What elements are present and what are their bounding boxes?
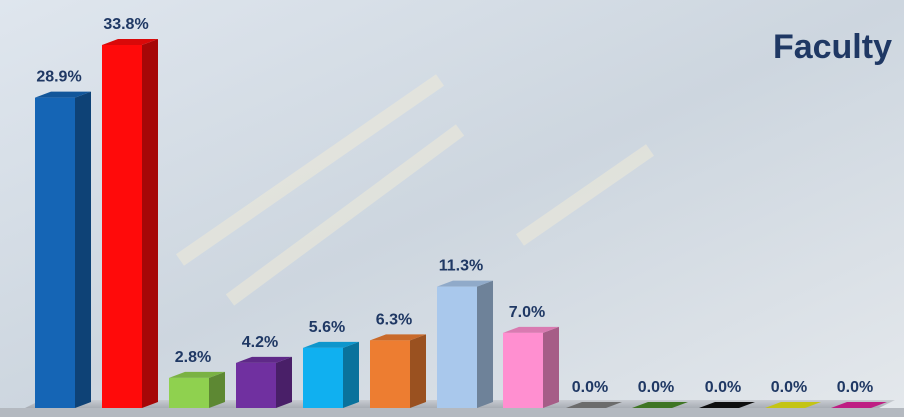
bar-side (142, 39, 158, 408)
bar-top (632, 402, 688, 408)
value-label: 6.3% (376, 311, 412, 328)
bar-top (437, 280, 493, 287)
bar-top (370, 334, 426, 341)
bar (303, 347, 343, 408)
bar-top (699, 402, 755, 408)
value-label: 33.8% (103, 16, 148, 33)
value-label: 0.0% (572, 379, 608, 396)
value-label: 0.0% (705, 379, 741, 396)
value-label: 4.2% (242, 334, 278, 351)
bar (370, 340, 410, 408)
value-label: 0.0% (771, 379, 807, 396)
chart-title: Faculty (773, 28, 892, 66)
bar-top (303, 341, 359, 348)
bar (35, 97, 75, 408)
bar (437, 286, 477, 408)
bar-top (169, 371, 225, 378)
bar-top (102, 39, 158, 45)
bar-top (503, 326, 559, 333)
value-label: 2.8% (175, 349, 211, 366)
bar-side (75, 91, 91, 408)
bar-side (276, 356, 292, 408)
bar-top (566, 402, 622, 408)
bar (169, 377, 209, 408)
bar-side (543, 326, 559, 408)
floor-front (0, 408, 904, 417)
value-label: 28.9% (36, 69, 81, 86)
bar-side (477, 280, 493, 408)
value-label: 7.0% (509, 304, 545, 321)
value-label: 5.6% (309, 319, 345, 336)
bar (503, 332, 543, 408)
bar-top (35, 91, 91, 98)
bar-top (831, 402, 887, 408)
bar-side (209, 371, 225, 408)
bar-top (765, 402, 821, 408)
bar-top (236, 356, 292, 363)
value-label: 0.0% (837, 379, 873, 396)
value-label: 0.0% (638, 379, 674, 396)
bar (236, 362, 276, 408)
bar (102, 45, 142, 408)
bar-side (343, 341, 359, 408)
bar-side (410, 334, 426, 408)
value-label: 11.3% (439, 258, 483, 275)
background-decoration (176, 74, 654, 306)
